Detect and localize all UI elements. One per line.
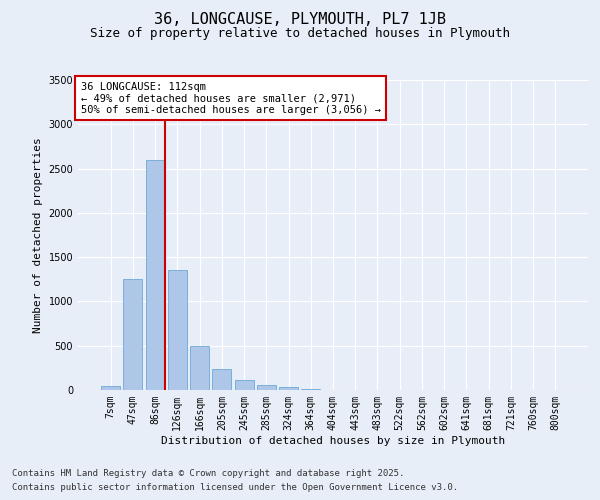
Bar	[168, 270, 187, 390]
Text: Contains HM Land Registry data © Crown copyright and database right 2025.: Contains HM Land Registry data © Crown c…	[12, 468, 404, 477]
Bar	[257, 385, 276, 390]
Y-axis label: Number of detached properties: Number of detached properties	[33, 137, 43, 333]
Text: Size of property relative to detached houses in Plymouth: Size of property relative to detached ho…	[90, 28, 510, 40]
Text: Contains public sector information licensed under the Open Government Licence v3: Contains public sector information licen…	[12, 484, 458, 492]
Bar	[235, 380, 254, 390]
Bar	[279, 388, 298, 390]
Text: 36, LONGCAUSE, PLYMOUTH, PL7 1JB: 36, LONGCAUSE, PLYMOUTH, PL7 1JB	[154, 12, 446, 28]
Bar	[124, 280, 142, 390]
Bar	[212, 368, 231, 390]
Bar	[101, 386, 120, 390]
X-axis label: Distribution of detached houses by size in Plymouth: Distribution of detached houses by size …	[161, 436, 505, 446]
Bar	[146, 160, 164, 390]
Bar	[301, 388, 320, 390]
Text: 36 LONGCAUSE: 112sqm
← 49% of detached houses are smaller (2,971)
50% of semi-de: 36 LONGCAUSE: 112sqm ← 49% of detached h…	[80, 82, 380, 115]
Bar	[190, 346, 209, 390]
